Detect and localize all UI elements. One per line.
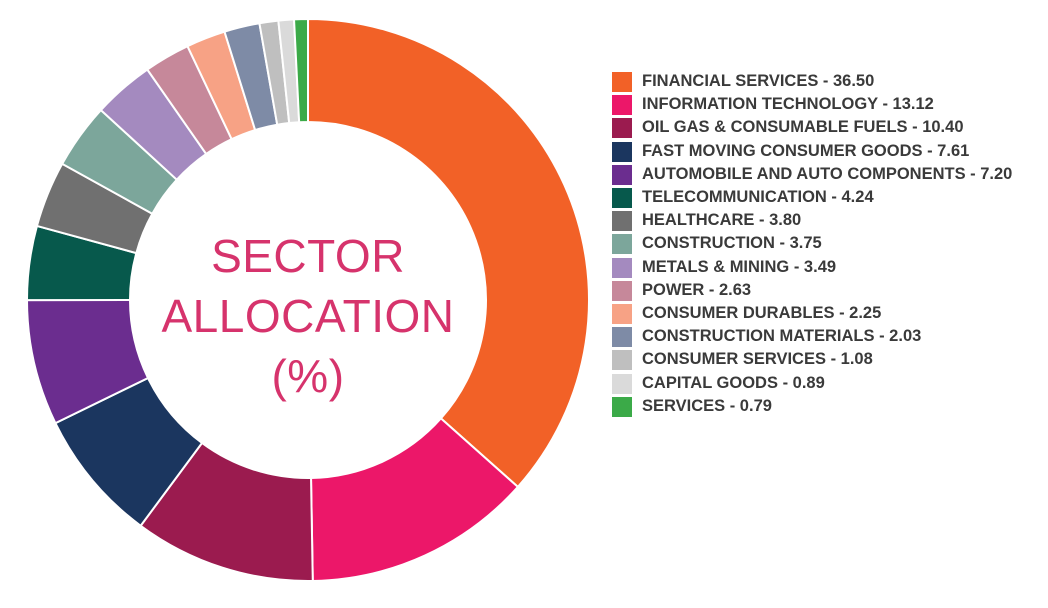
donut-chart <box>25 17 590 582</box>
legend: FINANCIAL SERVICES - 36.50 INFORMATION TE… <box>612 70 1042 418</box>
legend-label: METALS & MINING - 3.49 <box>642 257 837 276</box>
slice-14 <box>292 17 309 124</box>
legend-swatch <box>612 95 632 116</box>
legend-item-9: POWER - 2.63 <box>612 279 1042 302</box>
legend-label: CONSTRUCTION MATERIALS - 2.03 <box>642 327 922 346</box>
legend-item-14: SERVICES - 0.79 <box>612 395 1042 418</box>
legend-label: TELECOMMUNICATION - 4.24 <box>642 188 874 207</box>
legend-swatch <box>612 234 632 255</box>
legend-item-2: OIL GAS & CONSUMABLE FUELS - 10.40 <box>612 116 1042 139</box>
legend-label: FINANCIAL SERVICES - 36.50 <box>642 72 875 90</box>
center-title-line-2: ALLOCATION <box>161 290 455 342</box>
legend-item-13: CAPITAL GOODS - 0.89 <box>612 372 1042 395</box>
legend-label: INFORMATION TECHNOLOGY - 13.12 <box>642 95 934 114</box>
legend-label: CAPITAL GOODS - 0.89 <box>642 373 825 392</box>
legend-item-3: FAST MOVING CONSUMER GOODS - 7.61 <box>612 140 1042 163</box>
legend-swatch <box>612 304 632 325</box>
legend-item-0: FINANCIAL SERVICES - 36.50 <box>612 70 1042 93</box>
legend-item-8: METALS & MINING - 3.49 <box>612 256 1042 279</box>
legend-swatch <box>612 141 632 162</box>
legend-item-4: AUTOMOBILE AND AUTO COMPONENTS - 7.20 <box>612 163 1042 186</box>
legend-swatch <box>612 396 632 417</box>
legend-item-10: CONSUMER DURABLES - 2.25 <box>612 302 1042 325</box>
legend-label: SERVICES - 0.79 <box>642 396 772 415</box>
center-title-line-3: (%) <box>271 350 345 402</box>
legend-swatch <box>612 211 632 232</box>
legend-swatch <box>612 350 632 371</box>
sector-allocation-chart: SECTOR ALLOCATION (%) <box>25 17 590 582</box>
legend-label: CONSUMER SERVICES - 1.08 <box>642 350 873 369</box>
legend-label: HEALTHCARE - 3.80 <box>642 211 802 230</box>
center-title-line-1: SECTOR <box>211 230 405 282</box>
legend-swatch <box>612 164 632 185</box>
legend-swatch <box>612 257 632 278</box>
legend-item-11: CONSTRUCTION MATERIALS - 2.03 <box>612 325 1042 348</box>
slice-0 <box>307 17 590 489</box>
legend-label: POWER - 2.63 <box>642 280 752 299</box>
legend-swatch <box>612 280 632 301</box>
legend-label: CONSTRUCTION - 3.75 <box>642 234 822 253</box>
legend-swatch <box>612 327 632 348</box>
legend-item-5: TELECOMMUNICATION - 4.24 <box>612 186 1042 209</box>
legend-label: OIL GAS & CONSUMABLE FUELS - 10.40 <box>642 118 964 137</box>
legend-item-6: HEALTHCARE - 3.80 <box>612 209 1042 232</box>
legend-label: FAST MOVING CONSUMER GOODS - 7.61 <box>642 141 970 160</box>
legend-label: AUTOMOBILE AND AUTO COMPONENTS - 7.20 <box>642 164 1013 183</box>
legend-label: CONSUMER DURABLES - 2.25 <box>642 304 882 323</box>
legend-item-7: CONSTRUCTION - 3.75 <box>612 232 1042 255</box>
legend-item-1: INFORMATION TECHNOLOGY - 13.12 <box>612 93 1042 116</box>
legend-swatch <box>612 118 632 139</box>
legend-swatch <box>612 188 632 209</box>
legend-swatch <box>612 72 632 92</box>
legend-item-12: CONSUMER SERVICES - 1.08 <box>612 348 1042 371</box>
legend-swatch <box>612 373 632 394</box>
